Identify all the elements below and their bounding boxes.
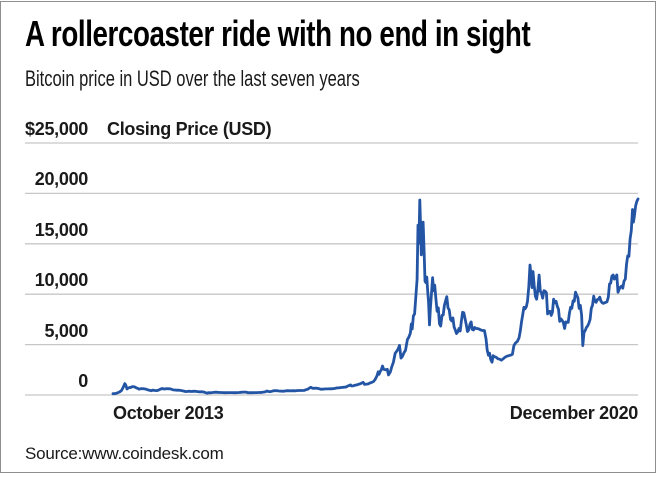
- chart-title: A rollercoaster ride with no end in sigh…: [25, 13, 531, 54]
- y-tick-label: 20,000: [34, 169, 89, 189]
- price-line: [111, 197, 640, 396]
- y-tick-label: $25,000: [25, 119, 88, 139]
- x-axis-label-end: December 2020: [509, 403, 639, 423]
- y-tick-label: 10,000: [34, 270, 89, 290]
- y-tick-label: 0: [78, 371, 88, 391]
- y-tick-label: 15,000: [34, 220, 89, 240]
- chart-subtitle: Bitcoin price in USD over the last seven…: [25, 66, 360, 91]
- x-axis-label-start: October 2013: [113, 403, 224, 423]
- y-axis-title: Closing Price (USD): [107, 119, 272, 139]
- y-tick-label: 5,000: [44, 321, 88, 341]
- source-credit: Source:www.coindesk.com: [25, 444, 224, 463]
